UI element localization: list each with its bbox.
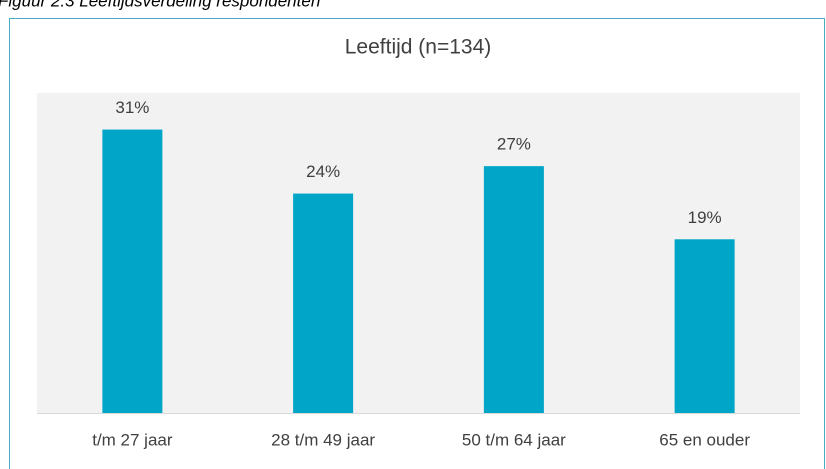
figure-caption: Figuur 2.3 Leeftijdsverdeling respondent… [0,0,320,10]
plot-area [37,93,800,413]
value-label: 27% [497,135,531,154]
x-tick-label: 28 t/m 49 jaar [271,430,375,449]
value-label: 31% [115,98,149,117]
bar [483,166,544,413]
value-label: 19% [688,208,722,227]
x-tick-label: 50 t/m 64 jaar [462,430,566,449]
value-label: 24% [306,162,340,181]
x-tick-label: t/m 27 jaar [92,430,173,449]
bar [674,239,735,413]
x-tick-label: 65 en ouder [659,430,750,449]
chart-title: Leeftijd (n=134) [345,36,492,59]
bar [293,193,354,413]
bar [102,129,163,414]
